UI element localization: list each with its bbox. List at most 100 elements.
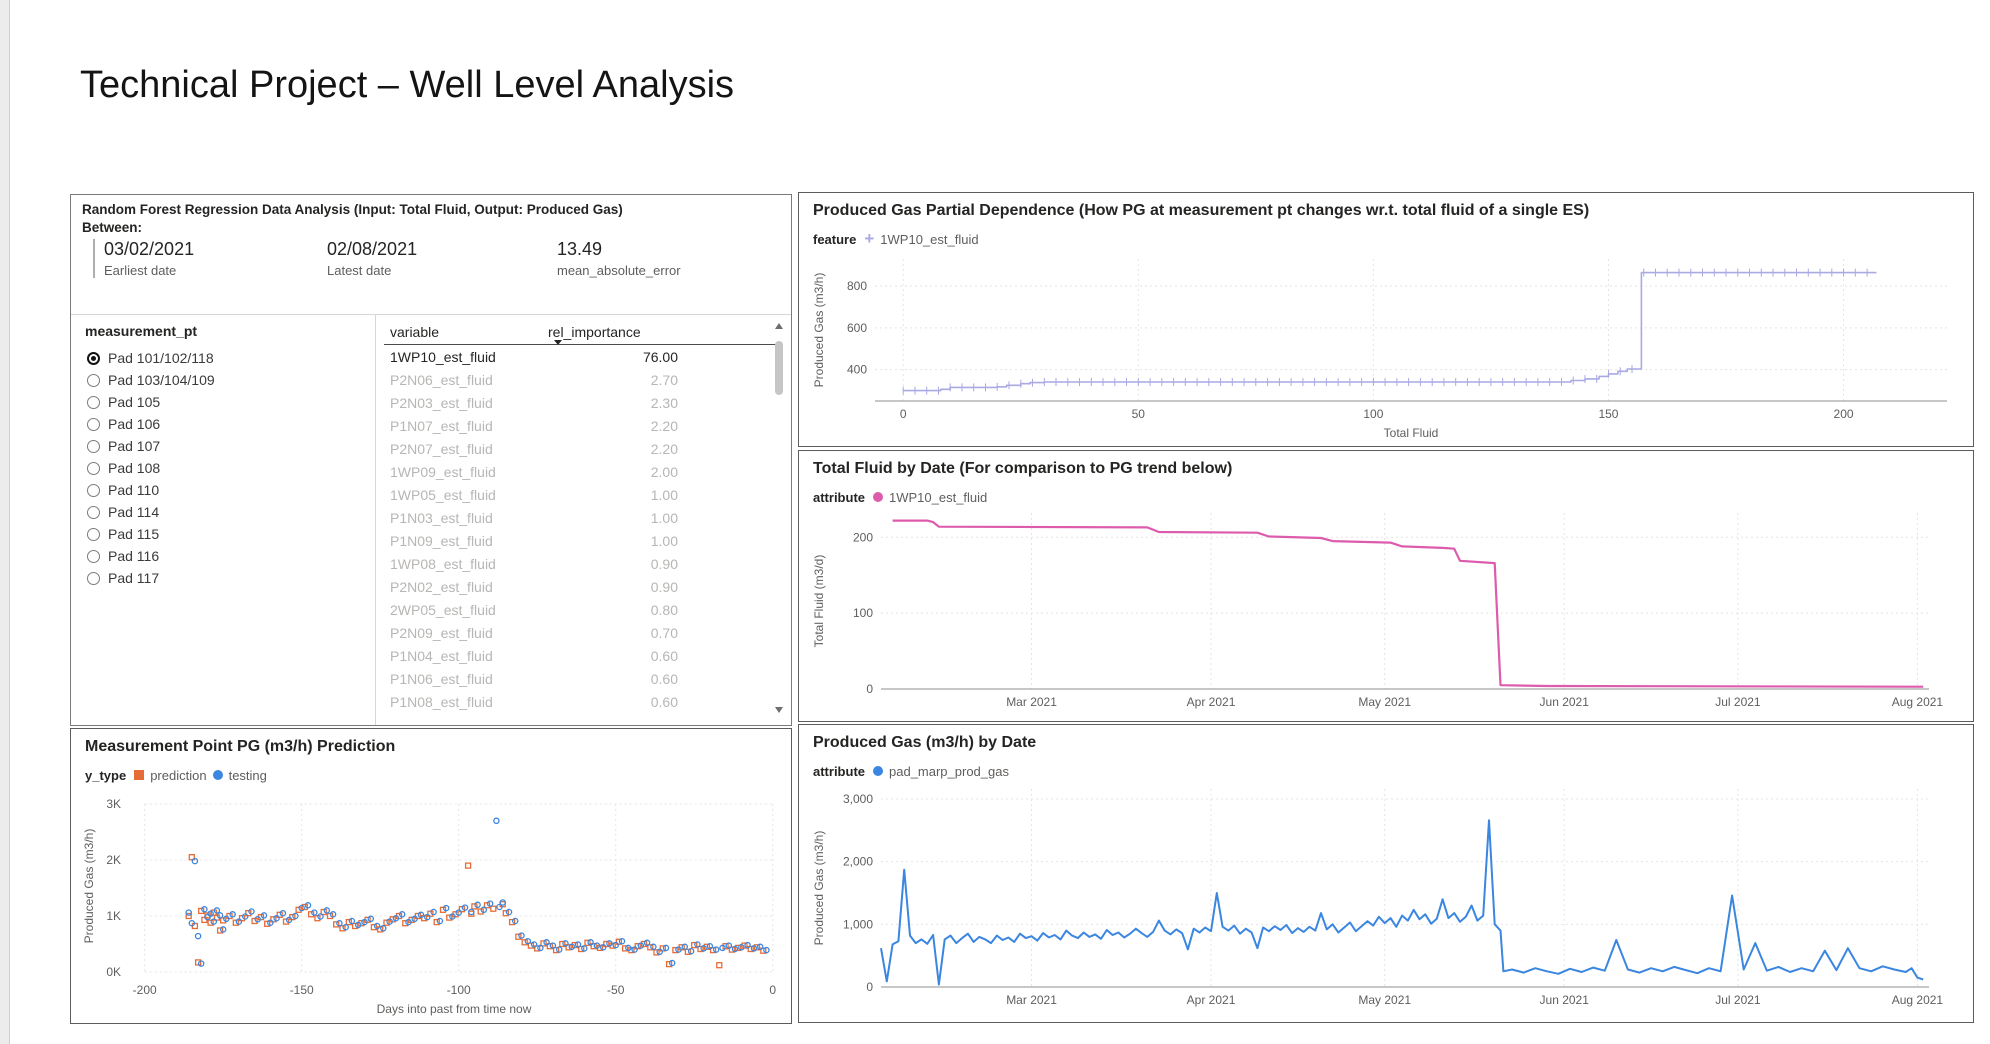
svg-text:800: 800 xyxy=(847,279,867,293)
svg-text:200: 200 xyxy=(1834,407,1854,421)
table-row[interactable]: P1N08_est_fluid 0.60 xyxy=(390,693,678,710)
x-axis-label: Total Fluid xyxy=(1383,426,1439,440)
legend-series-prediction[interactable]: prediction xyxy=(150,767,207,783)
measurement-option[interactable]: Pad 106 xyxy=(87,413,215,435)
measurement-option[interactable]: Pad 115 xyxy=(87,523,215,545)
legend-series-name[interactable]: 1WP10_est_fluid xyxy=(889,489,988,505)
svg-text:600: 600 xyxy=(847,321,867,335)
table-row[interactable]: 1WP09_est_fluid 2.00 xyxy=(390,463,678,480)
circle-marker-icon xyxy=(873,766,883,776)
svg-text:May 2021: May 2021 xyxy=(1358,695,1411,709)
latest-date-card: 02/08/2021 Latest date xyxy=(327,239,417,278)
measurement-option[interactable]: Pad 101/102/118 xyxy=(87,347,215,369)
partial-dependence-chart[interactable]: 400 600 800 0 50 100 150 200 Produced Gas (m3/h)… xyxy=(809,251,1965,441)
legend-label: y_type xyxy=(85,767,127,783)
table-row[interactable]: P1N09_est_fluid 1.00 xyxy=(390,532,678,549)
svg-text:1K: 1K xyxy=(106,909,121,923)
pg-prediction-chart[interactable]: 0K 1K 2K 3K -200 -150 -100 -50 0 Produced Gas (m3… xyxy=(79,787,783,1021)
svg-text:0: 0 xyxy=(769,983,776,997)
measurement-slicer-title: measurement_pt xyxy=(85,323,198,339)
x-axis-label: Days into past from time now xyxy=(376,1002,532,1016)
svg-text:3K: 3K xyxy=(106,797,121,811)
earliest-date-card: 03/02/2021 Earliest date xyxy=(93,239,194,278)
importance-table-body: 1WP10_est_fluid 76.00 P2N06_est_fluid 2.70 P… xyxy=(384,345,776,713)
svg-text:Mar 2021: Mar 2021 xyxy=(1006,993,1057,1007)
svg-text:50: 50 xyxy=(1132,407,1146,421)
measurement-option[interactable]: Pad 103/104/109 xyxy=(87,369,215,391)
total-fluid-chart[interactable]: 0 100 200 Mar 2021 Apr 2021 May 2021 Jun 2021 J… xyxy=(809,507,1965,719)
svg-text:Mar 2021: Mar 2021 xyxy=(1006,695,1057,709)
radio-icon xyxy=(87,483,100,497)
column-header-rel-importance[interactable]: rel_importance xyxy=(548,323,641,340)
measurement-option[interactable]: Pad 110 xyxy=(87,479,215,501)
total-fluid-legend: attribute 1WP10_est_fluid xyxy=(813,489,987,505)
table-row[interactable]: 1WP08_est_fluid 0.90 xyxy=(390,555,678,572)
regression-panel-title: Random Forest Regression Data Analysis (… xyxy=(82,202,623,235)
y-axis-label: Produced Gas (m3/h) xyxy=(812,830,826,946)
svg-text:Jun 2021: Jun 2021 xyxy=(1540,993,1590,1007)
svg-text:Apr 2021: Apr 2021 xyxy=(1187,695,1236,709)
importance-table-header: variable rel_importance xyxy=(384,319,776,345)
measurement-option[interactable]: Pad 107 xyxy=(87,435,215,457)
measurement-option[interactable]: Pad 108 xyxy=(87,457,215,479)
sort-descending-icon[interactable] xyxy=(554,340,562,345)
plus-marker-icon: + xyxy=(864,229,875,248)
table-row[interactable]: P2N03_est_fluid 2.30 xyxy=(390,394,678,411)
radio-icon xyxy=(87,395,100,409)
radio-icon xyxy=(87,549,100,563)
produced-gas-by-date-plot[interactable]: 0 1,000 2,000 3,000 Mar 2021 Apr 2021 May 2021… xyxy=(809,781,1965,1019)
circle-marker-icon xyxy=(212,770,223,780)
legend-label: attribute xyxy=(813,763,865,779)
legend-series-name[interactable]: pad_marp_prod_gas xyxy=(889,763,1009,779)
radio-icon xyxy=(87,439,100,453)
legend-series-testing[interactable]: testing xyxy=(228,767,267,783)
horizontal-divider xyxy=(71,314,791,315)
scroll-up-icon[interactable] xyxy=(775,323,783,329)
svg-text:Aug 2021: Aug 2021 xyxy=(1892,993,1944,1007)
table-scrollbar[interactable] xyxy=(773,319,786,717)
regression-panel: Random Forest Regression Data Analysis (… xyxy=(70,194,792,726)
measurement-option[interactable]: Pad 114 xyxy=(87,501,215,523)
partial-dependence-plot[interactable]: 400 600 800 0 50 100 150 200 xyxy=(809,251,1965,441)
svg-text:1,000: 1,000 xyxy=(843,917,873,931)
table-row[interactable]: P1N04_est_fluid 0.60 xyxy=(390,647,678,664)
table-row[interactable]: P2N06_est_fluid 2.70 xyxy=(390,371,678,388)
svg-text:150: 150 xyxy=(1598,407,1618,421)
produced-gas-title: Produced Gas (m3/h) by Date xyxy=(813,734,1037,751)
svg-text:-150: -150 xyxy=(290,983,314,997)
scroll-down-icon[interactable] xyxy=(775,707,783,713)
column-header-variable[interactable]: variable xyxy=(390,323,440,340)
measurement-option[interactable]: Pad 116 xyxy=(87,545,215,567)
measurement-option[interactable]: Pad 117 xyxy=(87,567,215,589)
table-row[interactable]: 1WP10_est_fluid 76.00 xyxy=(390,348,678,365)
svg-text:-50: -50 xyxy=(607,983,625,997)
table-row[interactable]: P2N02_est_fluid 0.90 xyxy=(390,578,678,595)
radio-icon xyxy=(87,461,100,475)
legend-series-name[interactable]: 1WP10_est_fluid xyxy=(880,231,979,247)
page-title: Technical Project – Well Level Analysis xyxy=(80,64,735,106)
table-row[interactable]: P2N07_est_fluid 2.20 xyxy=(390,440,678,457)
pg-prediction-title: Measurement Point PG (m3/h) Prediction xyxy=(85,738,396,755)
svg-text:2,000: 2,000 xyxy=(843,855,873,869)
table-row[interactable]: P2N09_est_fluid 0.70 xyxy=(390,624,678,641)
radio-icon xyxy=(87,571,100,585)
scrollbar-thumb[interactable] xyxy=(775,341,783,395)
svg-text:-100: -100 xyxy=(447,983,471,997)
produced-gas-chart[interactable]: 0 1,000 2,000 3,000 Mar 2021 Apr 2021 May 2021… xyxy=(809,781,1965,1019)
table-row[interactable]: 2WP05_est_fluid 0.80 xyxy=(390,601,678,618)
legend-label: attribute xyxy=(813,489,865,505)
table-row[interactable]: P1N06_est_fluid 0.60 xyxy=(390,670,678,687)
svg-text:May 2021: May 2021 xyxy=(1358,993,1411,1007)
total-fluid-by-date-plot[interactable]: 0 100 200 Mar 2021 Apr 2021 May 2021 Jun 2021 J… xyxy=(809,507,1965,719)
earliest-date-label: Earliest date xyxy=(104,263,177,278)
table-row[interactable]: P1N07_est_fluid 2.20 xyxy=(390,417,678,434)
table-row[interactable]: 1WP05_est_fluid 1.00 xyxy=(390,486,678,503)
table-row[interactable]: P1N03_est_fluid 1.00 xyxy=(390,509,678,526)
y-axis-label: Produced Gas (m3/h) xyxy=(82,828,96,944)
radio-icon xyxy=(87,505,100,519)
measurement-option[interactable]: Pad 105 xyxy=(87,391,215,413)
latest-date-value: 02/08/2021 xyxy=(327,239,418,259)
svg-text:Jun 2021: Jun 2021 xyxy=(1540,695,1590,709)
pg-prediction-scatter-plot[interactable]: 0K 1K 2K 3K -200 -150 -100 -50 0 xyxy=(79,787,783,1021)
mae-value: 13.49 xyxy=(557,239,603,259)
